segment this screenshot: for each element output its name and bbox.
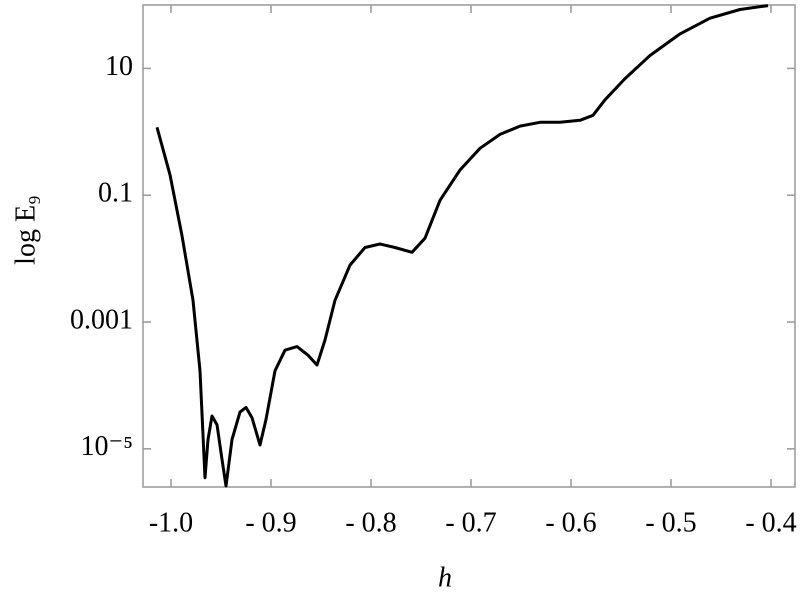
plot-frame (142, 4, 796, 488)
x-tick-label: -1.0 (149, 507, 193, 538)
data-line (155, 4, 769, 488)
x-tick-label: - 0.7 (445, 507, 496, 538)
y-axis-label: log E₉ (10, 195, 41, 265)
x-axis-label: h (438, 562, 452, 593)
x-tick-label: - 0.8 (345, 507, 396, 538)
y-tick-label: 0.1 (98, 178, 133, 209)
x-tick-label: - 0.9 (245, 507, 296, 538)
x-tick-label: - 0.5 (645, 507, 696, 538)
x-tick-label: - 0.6 (545, 507, 596, 538)
x-tick-label: - 0.4 (745, 507, 796, 538)
y-tick-label: 0.001 (70, 304, 133, 335)
y-tick-label: 10⁻⁵ (80, 431, 133, 462)
y-tick-label: 10 (105, 51, 133, 82)
